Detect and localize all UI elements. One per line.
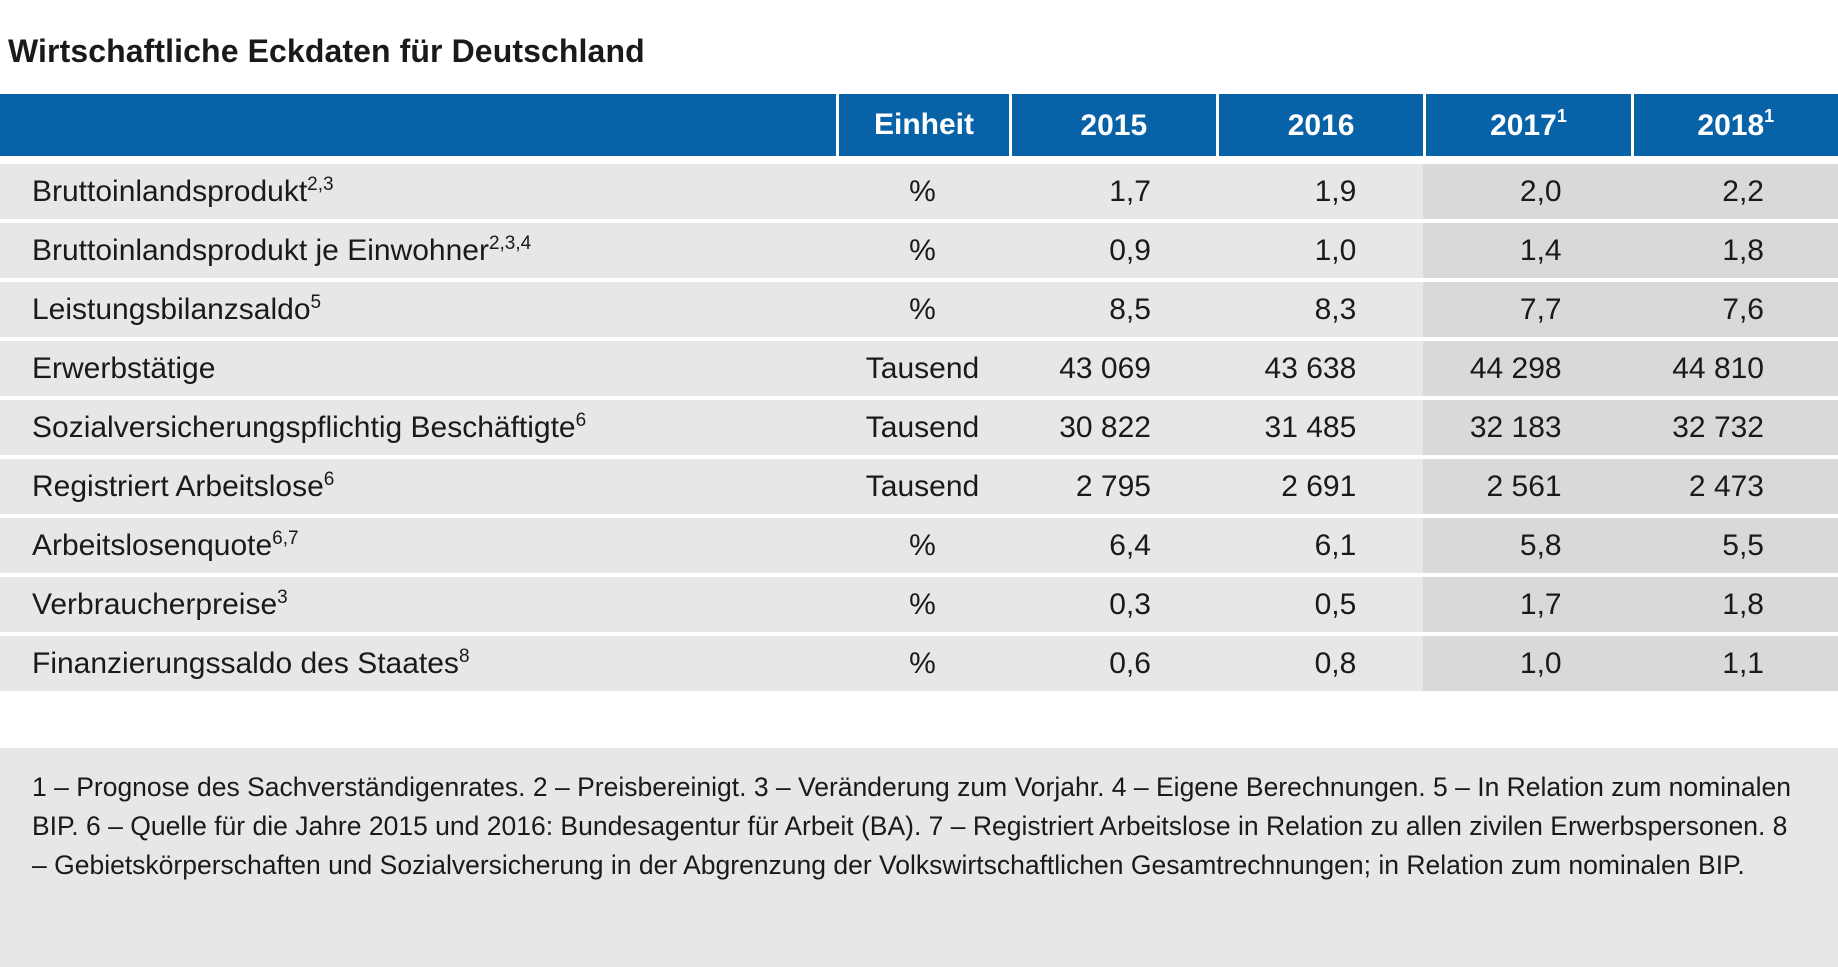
header-unit: Einheit (836, 94, 1009, 164)
row-label: Bruttoinlandsprodukt je Einwohner2,3,4 (0, 223, 837, 282)
value-cell: 1,0 (1215, 223, 1424, 282)
row-unit: % (836, 636, 1009, 695)
value-cell: 1,7 (1423, 577, 1631, 636)
table-row: Registriert Arbeitslose6 Tausend 2 795 2 69… (0, 459, 1838, 518)
value-cell: 2 473 (1630, 459, 1838, 518)
value-cell: 0,6 (1008, 636, 1216, 695)
value-cell: 31 485 (1215, 400, 1424, 459)
value-cell: 1,8 (1630, 223, 1838, 282)
value-cell: 43 638 (1215, 341, 1424, 400)
value-cell: 6,4 (1008, 518, 1216, 577)
table-row: Verbraucherpreise3% 0,3 0,5 1,7 1,8 (0, 577, 1838, 636)
value-cell: 44 298 (1423, 341, 1631, 400)
value-cell: 8,5 (1008, 282, 1216, 341)
value-cell: 32 183 (1423, 400, 1631, 459)
value-cell: 1,1 (1630, 636, 1838, 695)
row-label: Finanzierungssaldo des Staates8 (0, 636, 837, 695)
table-row: Bruttoinlandsprodukt je Einwohner2,3,4% 0… (0, 223, 1838, 282)
table-row: Arbeitslosenquote6,7% 6,4 6,1 5,8 5,5 (0, 518, 1838, 577)
table-row: Leistungsbilanzsaldo5% 8,5 8,3 7,7 7,6 (0, 282, 1838, 341)
row-unit: % (836, 223, 1009, 282)
row-unit: Tausend (836, 341, 1009, 400)
row-unit: % (836, 577, 1009, 636)
value-cell: 7,7 (1423, 282, 1631, 341)
header-year-2018: 20181 (1630, 94, 1838, 164)
row-label: Verbraucherpreise3 (0, 577, 837, 636)
economic-data-table: Einheit 2015 2016 20171 20181 Bruttoinla… (0, 94, 1838, 695)
value-cell: 0,5 (1215, 577, 1424, 636)
value-cell: 2 795 (1008, 459, 1216, 518)
header-year-2016: 2016 (1215, 94, 1424, 164)
row-label: Bruttoinlandsprodukt2,3 (0, 164, 837, 223)
row-unit: Tausend (836, 400, 1009, 459)
value-cell: 0,9 (1008, 223, 1216, 282)
table-row: Erwerbstätige Tausend 43 069 43 638 44 298 44… (0, 341, 1838, 400)
value-cell: 7,6 (1630, 282, 1838, 341)
value-cell: 2 561 (1423, 459, 1631, 518)
row-unit: % (836, 164, 1009, 223)
row-label: Sozialversicherungspflichtig Beschäftigt… (0, 400, 837, 459)
header-label-cell (0, 94, 837, 164)
row-label: Registriert Arbeitslose6 (0, 459, 837, 518)
value-cell: 0,3 (1008, 577, 1216, 636)
value-cell: 5,8 (1423, 518, 1631, 577)
row-unit: % (836, 518, 1009, 577)
value-cell: 6,1 (1215, 518, 1424, 577)
value-cell: 5,5 (1630, 518, 1838, 577)
header-year-2015: 2015 (1008, 94, 1216, 164)
value-cell: 1,9 (1215, 164, 1424, 223)
value-cell: 32 732 (1630, 400, 1838, 459)
page-title: Wirtschaftliche Eckdaten für Deutschland (8, 33, 645, 69)
value-cell: 8,3 (1215, 282, 1424, 341)
value-cell: 43 069 (1008, 341, 1216, 400)
value-cell: 2,0 (1423, 164, 1631, 223)
value-cell: 2,2 (1630, 164, 1838, 223)
value-cell: 30 822 (1008, 400, 1216, 459)
value-cell: 44 810 (1630, 341, 1838, 400)
row-unit: Tausend (836, 459, 1009, 518)
row-unit: % (836, 282, 1009, 341)
header-year-2017: 20171 (1423, 94, 1631, 164)
table-row: Bruttoinlandsprodukt2,3% 1,7 1,9 2,0 2,2 (0, 164, 1838, 223)
value-cell: 1,0 (1423, 636, 1631, 695)
row-label: Erwerbstätige (0, 341, 837, 400)
row-label: Leistungsbilanzsaldo5 (0, 282, 837, 341)
footnotes: 1 – Prognose des Sachverständigenrates. … (0, 748, 1838, 967)
value-cell: 1,4 (1423, 223, 1631, 282)
table-header-row: Einheit 2015 2016 20171 20181 (0, 94, 1838, 164)
value-cell: 1,8 (1630, 577, 1838, 636)
row-label: Arbeitslosenquote6,7 (0, 518, 837, 577)
table-row: Finanzierungssaldo des Staates8% 0,6 0,8 1,… (0, 636, 1838, 695)
value-cell: 1,7 (1008, 164, 1216, 223)
table-row: Sozialversicherungspflichtig Beschäftigt… (0, 400, 1838, 459)
value-cell: 2 691 (1215, 459, 1424, 518)
value-cell: 0,8 (1215, 636, 1424, 695)
